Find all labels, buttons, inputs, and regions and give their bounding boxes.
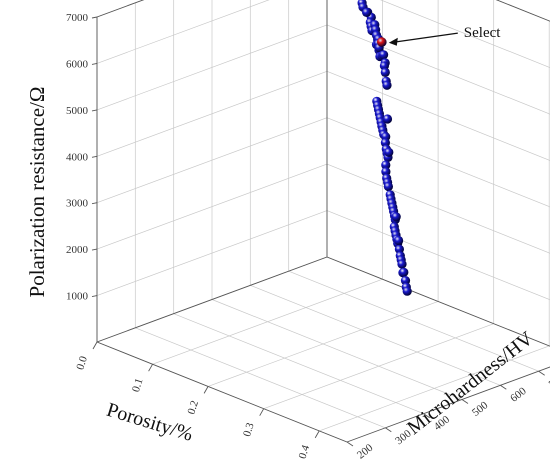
annotation-label: Select bbox=[464, 25, 501, 41]
z-tick-label: 1000 bbox=[66, 291, 89, 303]
y-tick-mark bbox=[538, 370, 545, 376]
axis-edge bbox=[96, 341, 348, 443]
data-point bbox=[362, 7, 372, 18]
axes-frame bbox=[91, 0, 550, 447]
z-tick-mark bbox=[91, 295, 98, 298]
z-tick-label: 7000 bbox=[66, 12, 89, 24]
y-tick-label: 600 bbox=[508, 385, 529, 405]
x-tick-mark bbox=[92, 341, 98, 350]
z-tick-label: 4000 bbox=[66, 151, 89, 163]
axis-edge bbox=[495, 0, 550, 22]
grid-line bbox=[173, 313, 424, 415]
z-tick-label: 6000 bbox=[66, 58, 89, 70]
x-tick-label: 0.3 bbox=[241, 421, 257, 438]
annotation-arrow-line bbox=[390, 32, 458, 44]
z-tick-mark bbox=[91, 202, 98, 205]
grid-line bbox=[288, 270, 539, 372]
y-tick-mark bbox=[385, 427, 392, 433]
z-axis-title: Polarization resistance/Ω bbox=[25, 87, 49, 298]
data-point bbox=[382, 114, 393, 124]
data-point bbox=[399, 267, 409, 277]
x-tick-mark bbox=[203, 386, 209, 394]
x-tick-label: 0.2 bbox=[185, 399, 201, 416]
y-tick-mark bbox=[461, 399, 469, 404]
grid-line bbox=[326, 24, 550, 115]
grid-line bbox=[326, 117, 550, 208]
y-tick-label: 500 bbox=[470, 399, 491, 419]
x-tick-label: 0.1 bbox=[130, 377, 146, 394]
y-tick-label: 700 bbox=[547, 371, 550, 391]
annotations: Select bbox=[388, 25, 501, 46]
annotation-arrowhead bbox=[388, 37, 398, 46]
z-tick-label: 2000 bbox=[66, 244, 89, 256]
axis-edge bbox=[96, 256, 328, 343]
grid-line bbox=[326, 210, 550, 301]
grid-line bbox=[96, 163, 328, 250]
grid-line bbox=[326, 163, 550, 254]
z-tick-label: 3000 bbox=[66, 198, 89, 210]
grid-line bbox=[96, 0, 270, 64]
x-tick-mark bbox=[148, 363, 153, 372]
z-tick-mark bbox=[91, 62, 98, 65]
z-tick-mark bbox=[91, 248, 98, 251]
data-point bbox=[394, 235, 404, 246]
data-points bbox=[357, 0, 412, 296]
grid-line bbox=[96, 70, 328, 157]
x-tick-mark bbox=[259, 408, 265, 416]
z-tick-mark bbox=[91, 16, 98, 19]
x-tick-label: 0.4 bbox=[297, 443, 313, 460]
grid-line bbox=[250, 284, 501, 386]
x-tick-label: 0.0 bbox=[74, 354, 90, 371]
y-tick-mark bbox=[423, 413, 430, 419]
y-tick-label: 200 bbox=[355, 442, 376, 462]
grid-line bbox=[96, 210, 328, 296]
grid-line bbox=[326, 70, 550, 161]
x-tick-mark bbox=[314, 430, 320, 439]
y-tick-mark bbox=[500, 384, 507, 390]
z-tick-label: 5000 bbox=[66, 105, 89, 117]
grid-line bbox=[380, 0, 550, 68]
axis-edge bbox=[96, 0, 145, 18]
data-point bbox=[382, 80, 392, 90]
axis-edge bbox=[326, 256, 550, 347]
data-point bbox=[402, 286, 412, 296]
selected-point bbox=[377, 37, 387, 47]
grid-line bbox=[96, 24, 328, 111]
data-point bbox=[384, 147, 394, 157]
grid-line bbox=[96, 117, 328, 204]
y-tick-mark bbox=[346, 441, 354, 447]
data-point bbox=[380, 67, 390, 77]
x-axis-title: Porosity/% bbox=[104, 399, 195, 446]
grid-line bbox=[211, 299, 463, 400]
grid-line bbox=[135, 327, 386, 429]
data-point bbox=[397, 259, 407, 269]
data-point bbox=[379, 50, 389, 60]
z-tick-mark bbox=[91, 109, 98, 112]
data-point bbox=[391, 212, 401, 222]
data-point bbox=[381, 160, 391, 170]
z-tick-mark bbox=[91, 155, 98, 158]
data-point bbox=[383, 181, 393, 192]
